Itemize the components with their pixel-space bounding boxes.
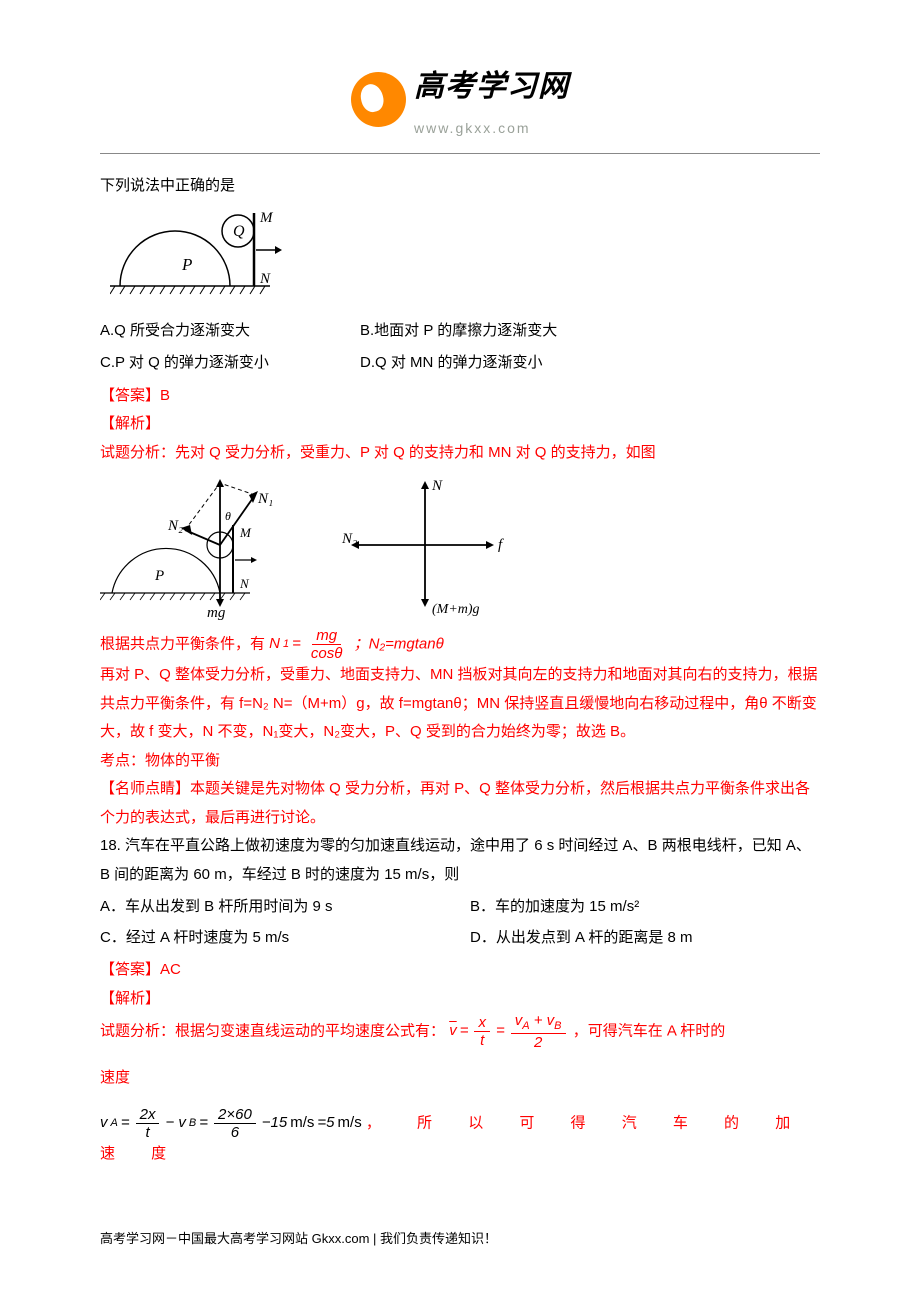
svg-text:(M+m)g: (M+m)g <box>432 602 480 617</box>
q18-analysis-prefix: 试题分析：根据匀变速直线运动的平均速度公式有： <box>100 1023 445 1040</box>
page-header: 高考学习网 www.gkxx.com <box>100 0 820 147</box>
q17-option-b: B.地面对 P 的摩擦力逐渐变大 <box>360 317 620 346</box>
avg-velocity-formula: v= xt = vA + vB2 <box>449 1013 568 1050</box>
svg-text:N₂: N₂ <box>341 531 357 547</box>
svg-text:Q: Q <box>233 223 245 240</box>
question-18: 18. 汽车在平直公路上做初速度为零的匀加速直线运动，途中用了 6 s 时间经过… <box>100 832 820 1168</box>
q17-analysis-heading: 【解析】 <box>100 410 820 439</box>
va-formula: vA= 2xt − vB= 2×606 −15m/s=5m/s <box>100 1107 362 1140</box>
q17-options-row2: C.P 对 Q 的弹力逐渐变小 D.Q 对 MN 的弹力逐渐变小 <box>100 349 820 378</box>
q17-formula-line: 根据共点力平衡条件，有 N1 = mg cosθ ；N₂=mgtanθ <box>100 628 820 661</box>
q18-options: A．车从出发到 B 杆所用时间为 9 s B．车的加速度为 15 m/s² C．… <box>100 893 820 952</box>
svg-text:N: N <box>431 478 443 494</box>
q18-analysis-heading: 【解析】 <box>100 985 820 1014</box>
svg-text:mg: mg <box>207 605 226 620</box>
svg-text:M: M <box>259 210 274 226</box>
q17-exam-point: 考点：物体的平衡 <box>100 747 820 776</box>
logo-icon <box>351 72 406 127</box>
q18-analysis-line: 试题分析：根据匀变速直线运动的平均速度公式有： v= xt = vA + vB2… <box>100 1013 820 1050</box>
svg-text:P: P <box>181 255 192 274</box>
logo: 高考学习网 www.gkxx.com <box>351 58 569 142</box>
q17-teacher-note: 【名师点睛】本题关键是先对物体 Q 受力分析，再对 P、Q 整体受力分析，然后根… <box>100 775 820 832</box>
question-17: 下列说法中正确的是 P Q M N A. <box>100 172 820 833</box>
q18-body: 汽车在平直公路上做初速度为零的匀加速直线运动，途中用了 6 s 时间经过 A、B… <box>100 837 811 883</box>
diagram-svg: P Q M N <box>110 208 285 298</box>
n2-formula: ；N₂=mgtanθ <box>354 636 444 653</box>
q18-option-b: B．车的加速度为 15 m/s² <box>470 893 820 922</box>
svg-text:f: f <box>498 537 504 553</box>
q18-number: 18. <box>100 837 125 854</box>
formula-prefix: 根据共点力平衡条件，有 <box>100 636 269 653</box>
q17-option-d: D.Q 对 MN 的弹力逐渐变小 <box>360 349 620 378</box>
force-diagram-left: N₁ N₂ M N P mg θ <box>100 475 280 620</box>
q18-option-d: D．从出发点到 A 杆的距离是 8 m <box>470 924 820 953</box>
logo-url: www.gkxx.com <box>414 115 531 142</box>
q17-option-a: A.Q 所受合力逐渐变大 <box>100 317 360 346</box>
header-divider <box>100 153 820 154</box>
q18-option-c: C．经过 A 杆时速度为 5 m/s <box>100 924 450 953</box>
svg-text:N: N <box>259 271 271 287</box>
q17-analysis-line2: 再对 P、Q 整体受力分析，受重力、地面支持力、MN 挡板对其向左的支持力和地面… <box>100 661 820 747</box>
q18-text: 18. 汽车在平直公路上做初速度为零的匀加速直线运动，途中用了 6 s 时间经过… <box>100 832 820 889</box>
q18-option-a: A．车从出发到 B 杆所用时间为 9 s <box>100 893 450 922</box>
svg-text:θ: θ <box>225 509 231 523</box>
q17-diagram: P Q M N <box>110 208 820 309</box>
q17-force-diagrams: N₁ N₂ M N P mg θ <box>100 475 820 620</box>
q18-answer: 【答案】AC <box>100 956 820 985</box>
q18-speed-label: 速度 <box>100 1064 820 1093</box>
q17-option-c: C.P 对 Q 的弹力逐渐变小 <box>100 349 360 378</box>
n1-formula: N1 = mg cosθ <box>269 628 349 661</box>
force-diagram-right: N N₂ f (M+m)g <box>330 475 520 620</box>
q17-answer: 【答案】B <box>100 382 820 411</box>
page-footer: 高考学习网－中国最大高考学习网站 Gkxx.com | 我们负责传递知识！ <box>100 1227 820 1252</box>
svg-text:N: N <box>239 576 250 591</box>
logo-title: 高考学习网 <box>414 58 569 115</box>
q18-analysis-mid: ，可得汽车在 A 杆时的 <box>573 1023 726 1040</box>
q17-analysis-line1: 试题分析：先对 Q 受力分析，受重力、P 对 Q 的支持力和 MN 对 Q 的支… <box>100 439 820 468</box>
logo-text-block: 高考学习网 www.gkxx.com <box>414 58 569 142</box>
svg-text:P: P <box>154 568 164 584</box>
svg-text:M: M <box>239 525 252 540</box>
svg-text:N₂: N₂ <box>167 518 183 534</box>
q17-options-row1: A.Q 所受合力逐渐变大 B.地面对 P 的摩擦力逐渐变大 <box>100 317 820 346</box>
q18-va-line: vA= 2xt − vB= 2×606 −15m/s=5m/s ， 所 以 可 … <box>100 1107 820 1169</box>
svg-text:N₁: N₁ <box>257 491 273 507</box>
q17-prompt: 下列说法中正确的是 <box>100 172 820 201</box>
